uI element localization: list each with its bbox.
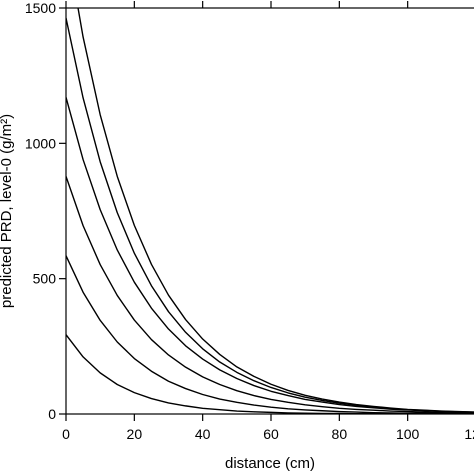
plot-frame: [65, 7, 474, 415]
y-axis-label: predicted PRD, level-0 (g/m²): [0, 114, 15, 308]
x-tick-label: 20: [127, 426, 143, 442]
x-tick-label: 60: [263, 426, 279, 442]
y-tick-label: 500: [33, 271, 57, 287]
series-line-2: [66, 255, 474, 414]
x-tick-label: 40: [195, 426, 211, 442]
x-tick-label: 120: [464, 426, 474, 442]
series-line-4: [66, 97, 474, 414]
x-axis-label: distance (cm): [225, 455, 315, 472]
y-tick-label: 0: [48, 406, 56, 422]
y-tick-label: 1000: [25, 135, 56, 151]
ticks-layer: 0 20 40 60 80 100 120 0 500 1000 1500: [25, 0, 474, 442]
series-line-3: [66, 176, 474, 414]
series-line-5: [66, 17, 474, 413]
x-tick-label: 80: [332, 426, 348, 442]
series-line-1: [66, 334, 474, 414]
series-line-6: [77, 8, 474, 413]
series-layer: [66, 8, 474, 414]
y-tick-label: 1500: [25, 0, 56, 16]
x-tick-label: 0: [62, 426, 70, 442]
x-tick-label: 100: [396, 426, 420, 442]
